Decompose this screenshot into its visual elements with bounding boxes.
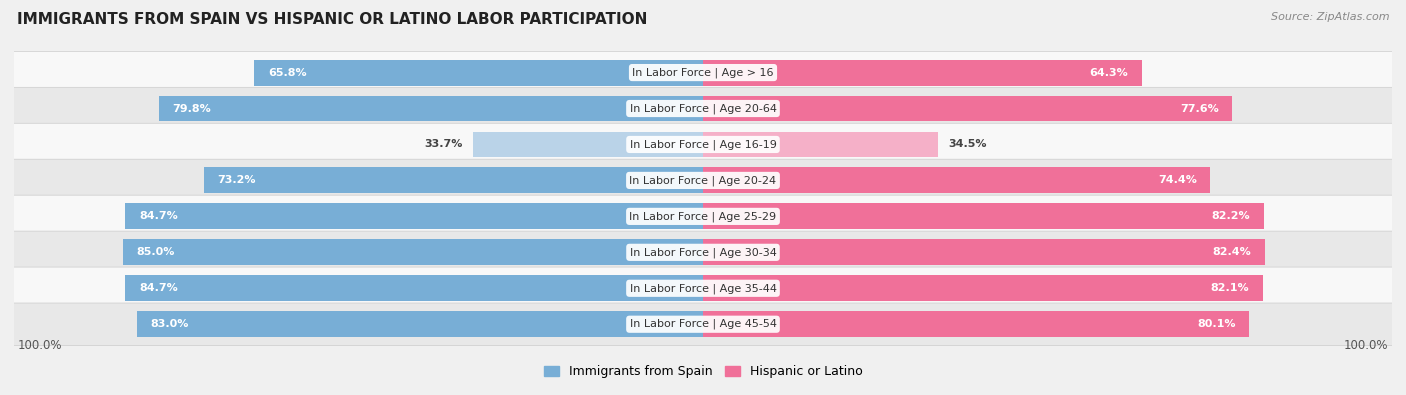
FancyBboxPatch shape <box>6 231 1400 274</box>
Legend: Immigrants from Spain, Hispanic or Latino: Immigrants from Spain, Hispanic or Latin… <box>538 360 868 384</box>
FancyBboxPatch shape <box>6 123 1400 166</box>
Text: In Labor Force | Age 25-29: In Labor Force | Age 25-29 <box>630 211 776 222</box>
Bar <box>254 60 703 85</box>
Text: 64.3%: 64.3% <box>1090 68 1128 77</box>
Text: 100.0%: 100.0% <box>17 339 62 352</box>
Text: In Labor Force | Age 45-54: In Labor Force | Age 45-54 <box>630 319 776 329</box>
Bar <box>136 311 703 337</box>
Text: 77.6%: 77.6% <box>1180 103 1219 113</box>
Text: 85.0%: 85.0% <box>136 247 176 257</box>
Bar <box>703 311 1250 337</box>
Bar <box>703 275 1263 301</box>
Text: 80.1%: 80.1% <box>1198 319 1236 329</box>
Text: 84.7%: 84.7% <box>139 283 177 293</box>
Bar <box>703 239 1265 265</box>
Text: 84.7%: 84.7% <box>139 211 177 221</box>
Text: 73.2%: 73.2% <box>218 175 256 185</box>
Text: 34.5%: 34.5% <box>949 139 987 149</box>
Bar <box>703 60 1142 85</box>
Bar <box>125 275 703 301</box>
FancyBboxPatch shape <box>6 159 1400 201</box>
FancyBboxPatch shape <box>6 87 1400 130</box>
Text: IMMIGRANTS FROM SPAIN VS HISPANIC OR LATINO LABOR PARTICIPATION: IMMIGRANTS FROM SPAIN VS HISPANIC OR LAT… <box>17 12 647 27</box>
Text: 74.4%: 74.4% <box>1159 175 1197 185</box>
FancyBboxPatch shape <box>6 195 1400 237</box>
Text: In Labor Force | Age 16-19: In Labor Force | Age 16-19 <box>630 139 776 150</box>
Bar <box>703 167 1211 194</box>
Text: In Labor Force | Age > 16: In Labor Force | Age > 16 <box>633 67 773 78</box>
Text: 82.1%: 82.1% <box>1211 283 1250 293</box>
Text: In Labor Force | Age 30-34: In Labor Force | Age 30-34 <box>630 247 776 258</box>
Text: 79.8%: 79.8% <box>173 103 211 113</box>
Text: In Labor Force | Age 35-44: In Labor Force | Age 35-44 <box>630 283 776 293</box>
Bar <box>125 203 703 229</box>
FancyBboxPatch shape <box>6 303 1400 346</box>
Text: 82.4%: 82.4% <box>1212 247 1251 257</box>
Text: 65.8%: 65.8% <box>267 68 307 77</box>
Text: 33.7%: 33.7% <box>425 139 463 149</box>
Bar <box>159 96 703 121</box>
Bar <box>703 203 1264 229</box>
Text: 82.2%: 82.2% <box>1212 211 1250 221</box>
FancyBboxPatch shape <box>6 267 1400 310</box>
Bar <box>124 239 703 265</box>
Bar <box>474 132 703 158</box>
Bar <box>703 132 938 158</box>
Text: 83.0%: 83.0% <box>150 319 188 329</box>
Bar <box>703 96 1232 121</box>
FancyBboxPatch shape <box>6 51 1400 94</box>
Text: In Labor Force | Age 20-64: In Labor Force | Age 20-64 <box>630 103 776 114</box>
Text: In Labor Force | Age 20-24: In Labor Force | Age 20-24 <box>630 175 776 186</box>
Bar <box>204 167 703 194</box>
Text: 100.0%: 100.0% <box>1344 339 1389 352</box>
Text: Source: ZipAtlas.com: Source: ZipAtlas.com <box>1271 12 1389 22</box>
